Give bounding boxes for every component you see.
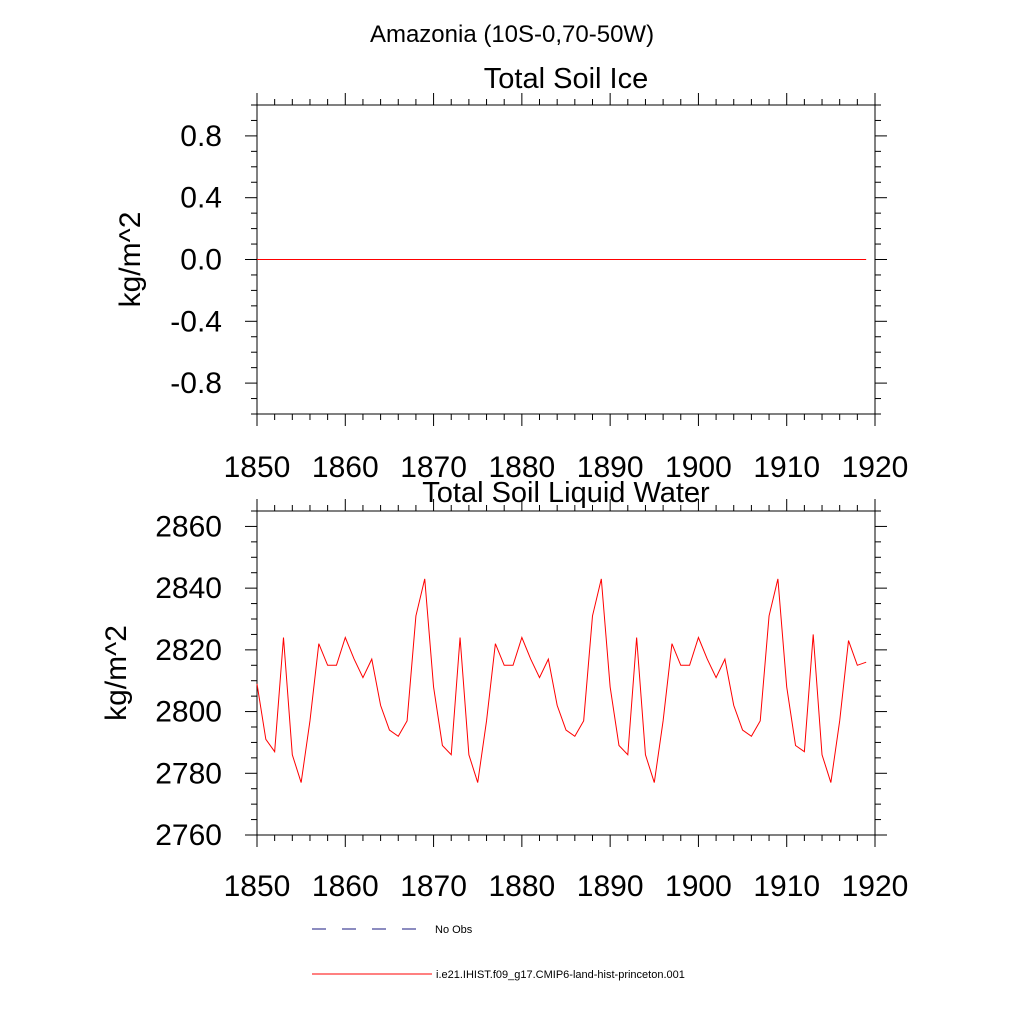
- y-tick-label: 0.4: [180, 182, 222, 215]
- y-tick-label: 0.8: [180, 120, 222, 153]
- y-tick-label: 2760: [155, 819, 222, 852]
- x-tick-label: 1910: [753, 451, 820, 484]
- y-tick-label: 2780: [155, 757, 222, 790]
- chart-title: Total Soil Ice: [484, 63, 648, 95]
- chart-title: Total Soil Liquid Water: [422, 477, 710, 509]
- x-tick-label: 1920: [842, 451, 909, 484]
- legend-item-model-run: i.e21.IHIST.f09_g17.CMIP6-land-hist-prin…: [312, 969, 685, 981]
- x-tick-label: 1920: [842, 870, 909, 903]
- x-tick-label: 1890: [577, 451, 644, 484]
- x-tick-label: 1900: [665, 451, 732, 484]
- x-tick-label: 1910: [753, 870, 820, 903]
- y-tick-label: 2860: [155, 510, 222, 543]
- y-tick-label: -0.4: [170, 305, 222, 338]
- y-tick-label: -0.8: [170, 367, 222, 400]
- x-tick-label: 1870: [400, 870, 467, 903]
- x-tick-label: 1850: [224, 870, 291, 903]
- main-title: Amazonia (10S-0,70-50W): [370, 21, 654, 48]
- y-tick-label: 2840: [155, 572, 222, 605]
- y-tick-label: 2820: [155, 634, 222, 667]
- series-line-total-soil-liquid-water: [256, 578, 867, 783]
- x-tick-label: 1880: [488, 451, 555, 484]
- x-tick-label: 1850: [224, 451, 291, 484]
- x-tick-label: 1880: [488, 870, 555, 903]
- x-tick-label: 1890: [577, 870, 644, 903]
- y-tick-label: 0.0: [180, 244, 222, 277]
- x-tick-label: 1860: [312, 870, 379, 903]
- chart-panel-total-soil-ice: 1850 1860 1870 1880 1890 1900 1910 1920 -0.8 -0.4…: [114, 63, 908, 484]
- plot-frame: [256, 510, 876, 836]
- legend-label-model-run: i.e21.IHIST.f09_g17.CMIP6-land-hist-prin…: [436, 969, 685, 981]
- x-tick-label: 1870: [400, 451, 467, 484]
- chart-panel-total-soil-liquid-water: 1850 1860 1870 1880 1890 1900 1910 1920 2760 2780…: [100, 477, 908, 903]
- y-axis-title: kg/m^2: [100, 625, 133, 721]
- legend-item-no-obs: No Obs: [312, 924, 473, 936]
- legend: No Obs i.e21.IHIST.f09_g17.CMIP6-land-hi…: [312, 924, 685, 981]
- x-tick-label: 1860: [312, 451, 379, 484]
- y-axis-title: kg/m^2: [114, 212, 147, 308]
- x-tick-label: 1900: [665, 870, 732, 903]
- y-tick-label: 2800: [155, 696, 222, 729]
- legend-label-no-obs: No Obs: [435, 924, 473, 936]
